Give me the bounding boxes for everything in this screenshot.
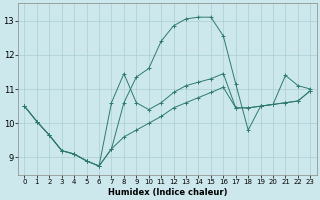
X-axis label: Humidex (Indice chaleur): Humidex (Indice chaleur) bbox=[108, 188, 227, 197]
